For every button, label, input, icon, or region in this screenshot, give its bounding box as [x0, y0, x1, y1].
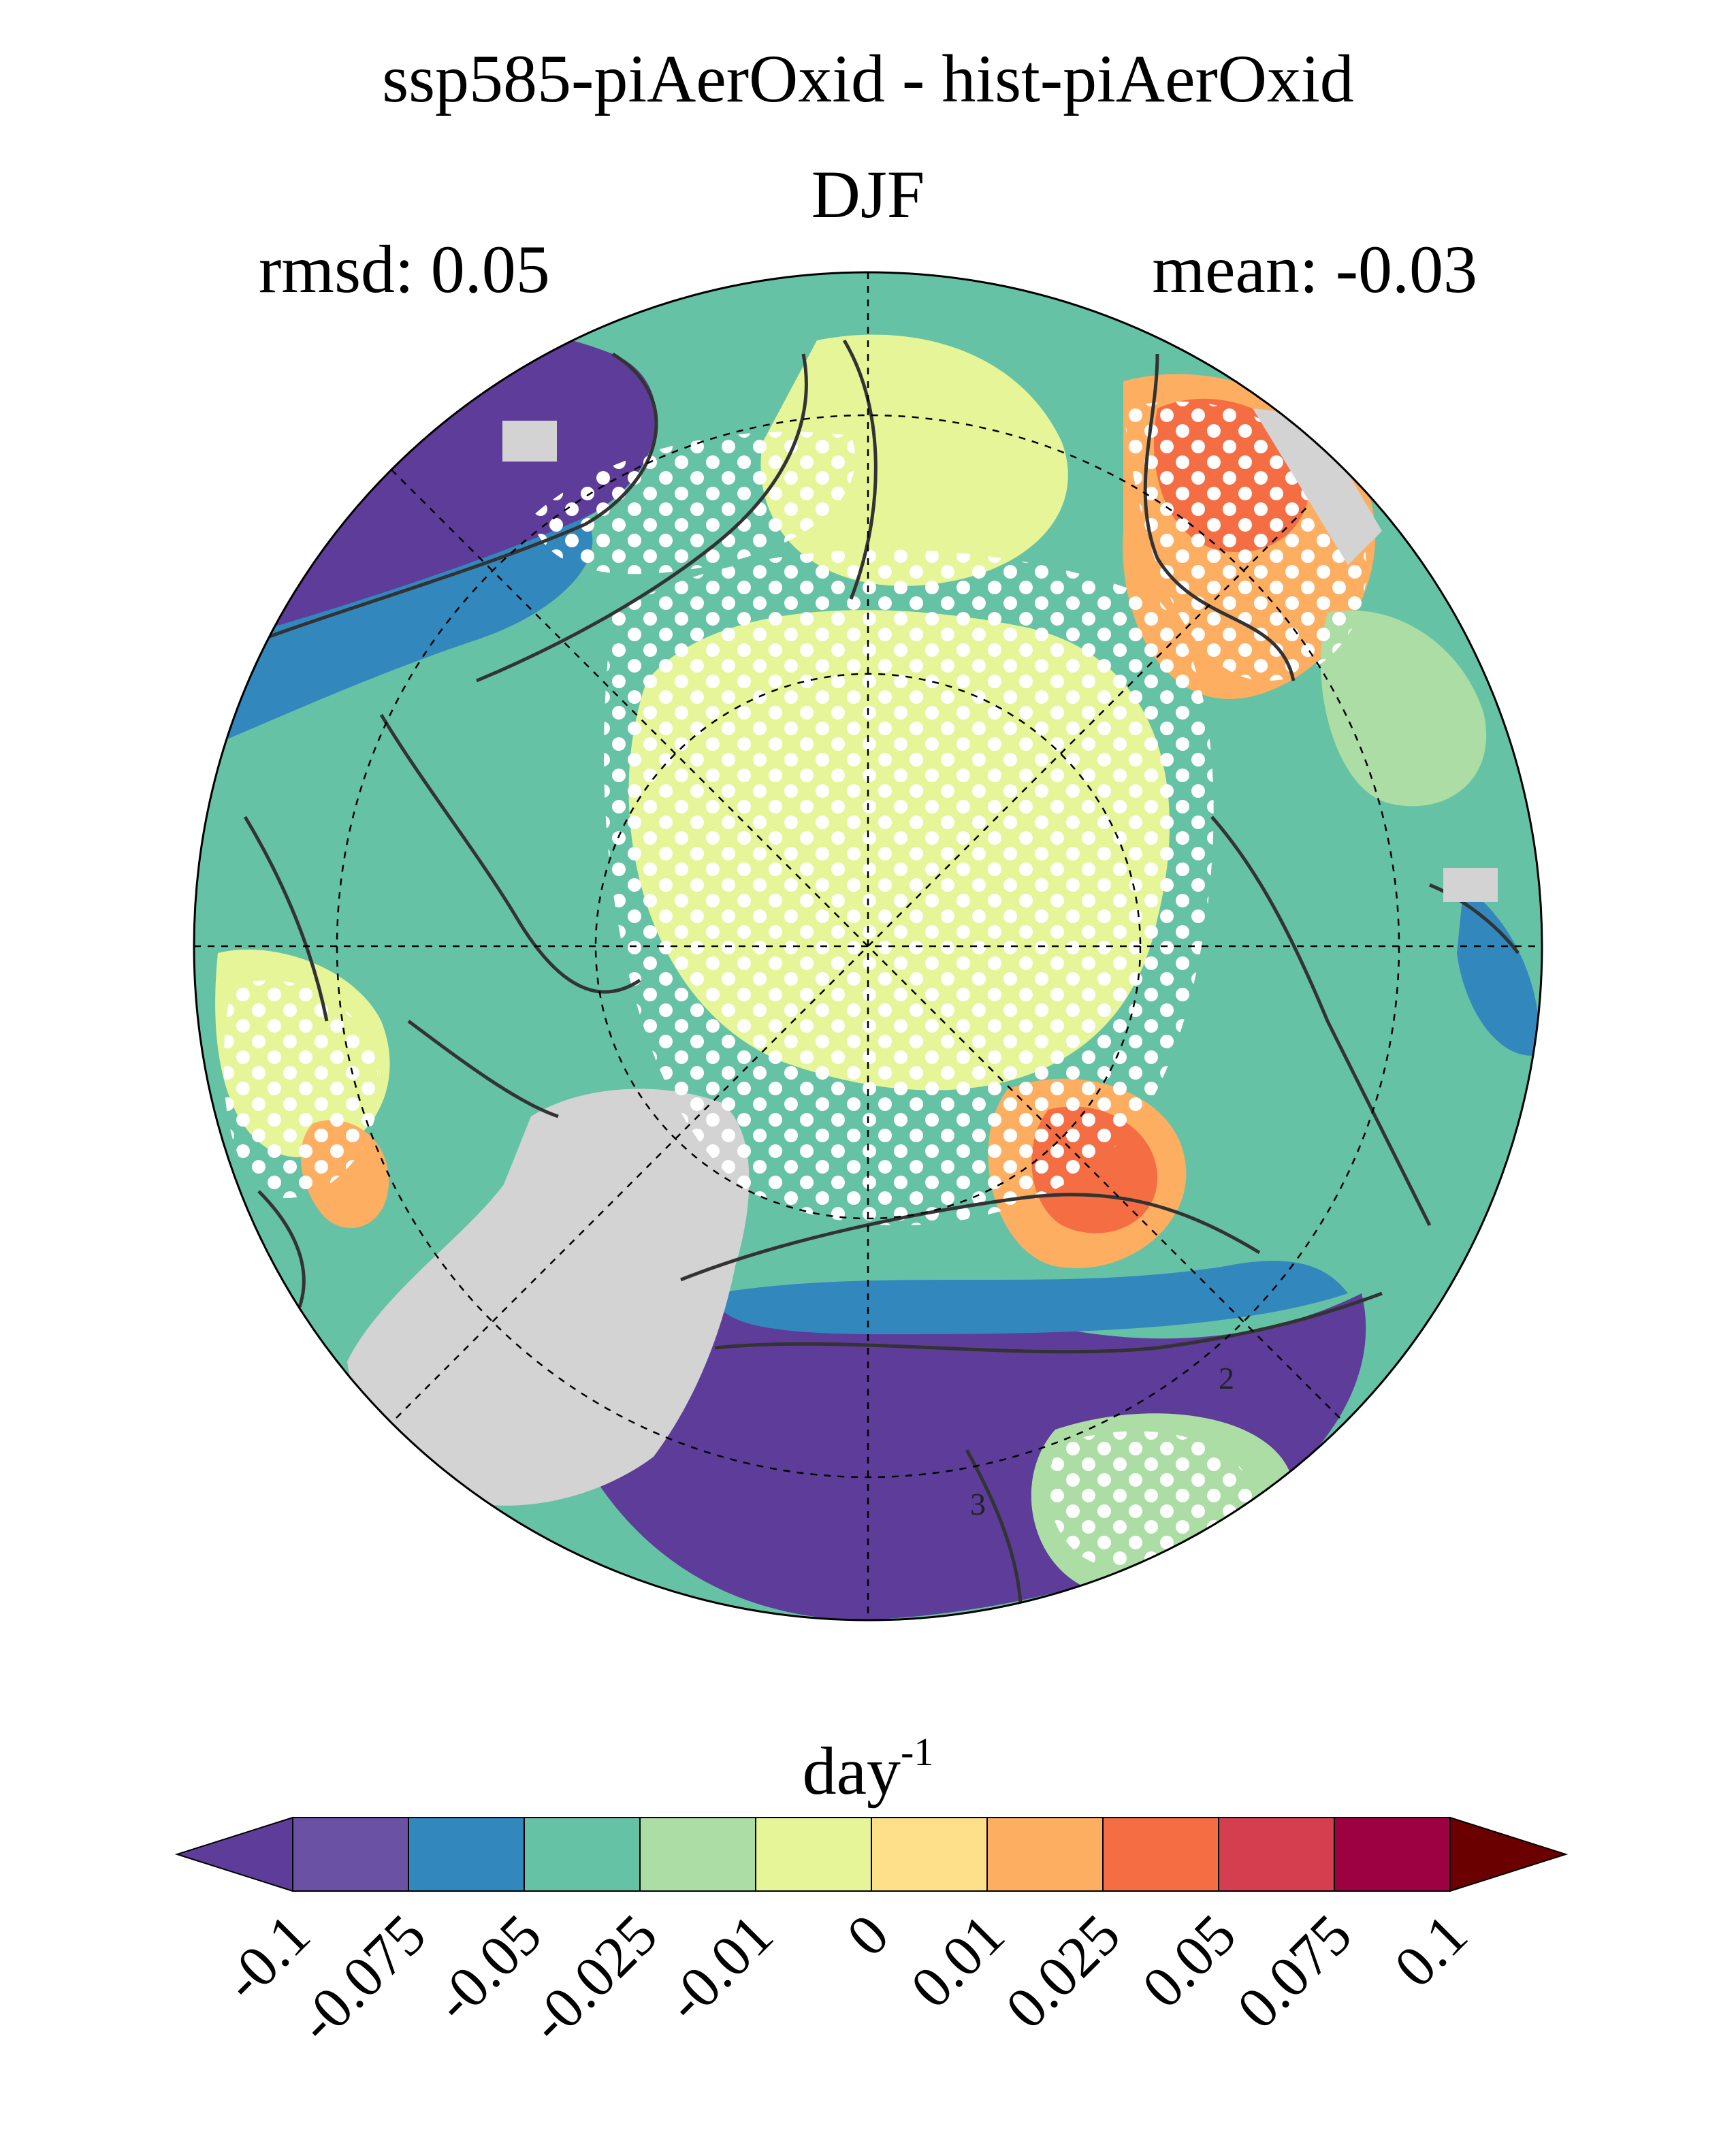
missing-data-patch [1253, 408, 1382, 565]
colorbar-tick-label: 0.075 [1225, 1902, 1364, 2042]
field-blue-europe [1457, 885, 1540, 1056]
polar-map: 2 3 [194, 272, 1542, 1620]
colorbar-bin [871, 1817, 988, 1892]
field-blue-north-america [204, 517, 593, 749]
colorbar-tick-label: -0.075 [285, 1902, 438, 2055]
missing-data-patch [1443, 868, 1498, 902]
colorbar-extend-high [1449, 1816, 1569, 1892]
graticule [194, 272, 1542, 1620]
colorbar-extend-low [174, 1816, 293, 1892]
colorbar-bin [292, 1817, 409, 1892]
unit-base: day [802, 1733, 901, 1809]
colorbar-tick-label: 0.1 [1382, 1902, 1480, 2000]
season-label: DJF [811, 157, 925, 232]
rmsd-label: rmsd: 0.05 [259, 231, 550, 307]
field-blue-siberia [715, 1261, 1348, 1334]
figure-title: ssp585-piAerOxid - hist-piAerOxid [382, 41, 1354, 116]
mean-label: mean: -0.03 [1152, 231, 1477, 307]
contour-label: 3 [970, 1487, 986, 1521]
colorbar-tick-label: 0 [834, 1902, 901, 1969]
colorbar-bin [408, 1817, 525, 1892]
colorbar: -0.1-0.075-0.05-0.025-0.01 00.010.0250.05… [174, 1816, 1569, 2055]
colorbar-tick-label: -0.025 [516, 1902, 669, 2055]
significance-stippling-central [603, 549, 1214, 1225]
colorbar-bin [1218, 1817, 1335, 1892]
colorbar-bin [1102, 1817, 1219, 1892]
colorbar-unit-label: day-1 [0, 1729, 1736, 1810]
significance-stippling-canada [223, 980, 379, 1198]
colorbar-bin [524, 1817, 641, 1892]
colorbar-bin [639, 1817, 756, 1892]
map-boundary [193, 271, 1543, 1621]
greenland-land-mask [347, 1088, 750, 1506]
colorbar-tick-label: 0.01 [898, 1902, 1016, 2020]
colorbar-bin [986, 1817, 1104, 1892]
missing-data-patch [502, 421, 557, 462]
contour-label: 2 [1219, 1361, 1234, 1395]
colorbar-tick-label: 0.05 [1129, 1902, 1248, 2020]
unit-exponent: -1 [901, 1730, 934, 1774]
field-green-light-europe [1321, 610, 1487, 807]
colorbar-bin [1334, 1817, 1451, 1892]
contour-lines [224, 339, 1520, 1620]
colorbar-tick-label: -0.01 [653, 1902, 786, 2035]
colorbar-bin [755, 1817, 872, 1892]
field-yellow-pacific [760, 334, 1068, 586]
colorbar-tick-label: 0.025 [993, 1902, 1133, 2042]
significance-stippling-north [531, 432, 856, 575]
